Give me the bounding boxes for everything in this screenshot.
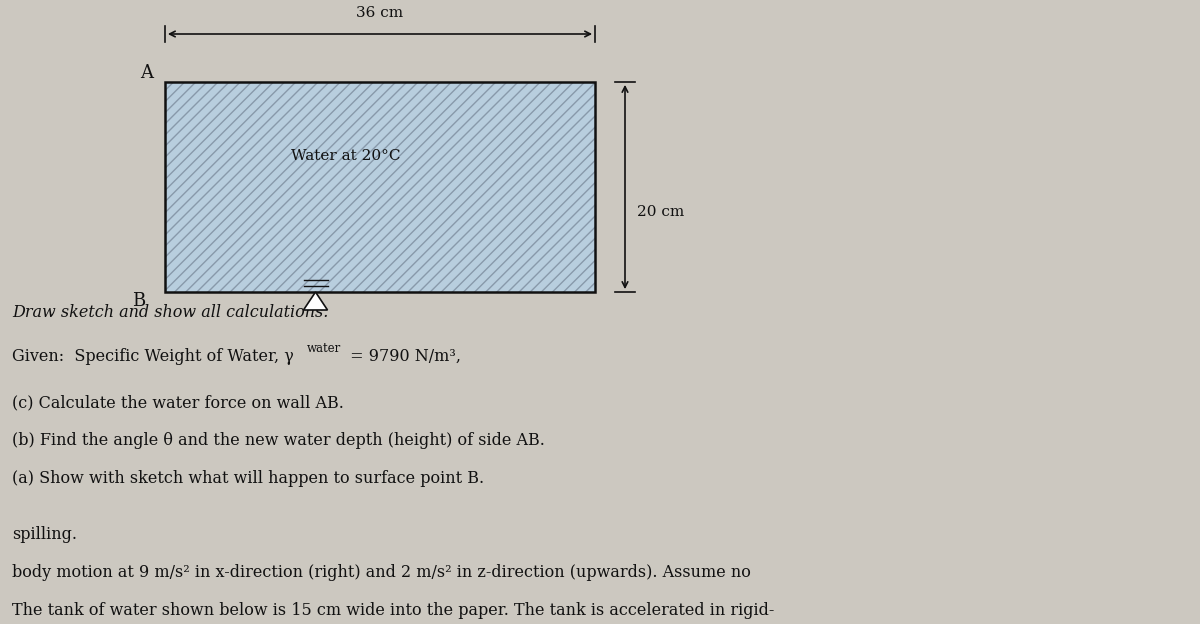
Text: 36 cm: 36 cm (356, 6, 403, 20)
Text: spilling.: spilling. (12, 526, 77, 543)
Text: 20 cm: 20 cm (637, 205, 684, 219)
Text: (c) Calculate the water force on wall AB.: (c) Calculate the water force on wall AB… (12, 394, 344, 411)
Text: (b) Find the angle θ and the new water depth (height) of side AB.: (b) Find the angle θ and the new water d… (12, 432, 545, 449)
Text: = 9790 N/m³,: = 9790 N/m³, (346, 348, 461, 365)
Text: body motion at 9 m/s² in x-direction (right) and 2 m/s² in z-direction (upwards): body motion at 9 m/s² in x-direction (ri… (12, 564, 751, 581)
Bar (166, 82, 595, 292)
Text: A: A (140, 64, 154, 82)
Text: (a) Show with sketch what will happen to surface point B.: (a) Show with sketch what will happen to… (12, 470, 484, 487)
Text: water: water (307, 342, 341, 355)
Text: Given:  Specific Weight of Water, γ: Given: Specific Weight of Water, γ (12, 348, 294, 365)
Text: The tank of water shown below is 15 cm wide into the paper. The tank is accelera: The tank of water shown below is 15 cm w… (12, 602, 774, 619)
Text: B: B (132, 292, 145, 310)
Bar (166, 82, 595, 292)
Text: Draw sketch and show all calculations.: Draw sketch and show all calculations. (12, 304, 329, 321)
Text: Water at 20°C: Water at 20°C (290, 149, 401, 162)
Polygon shape (304, 292, 328, 310)
Bar (166, 82, 595, 292)
